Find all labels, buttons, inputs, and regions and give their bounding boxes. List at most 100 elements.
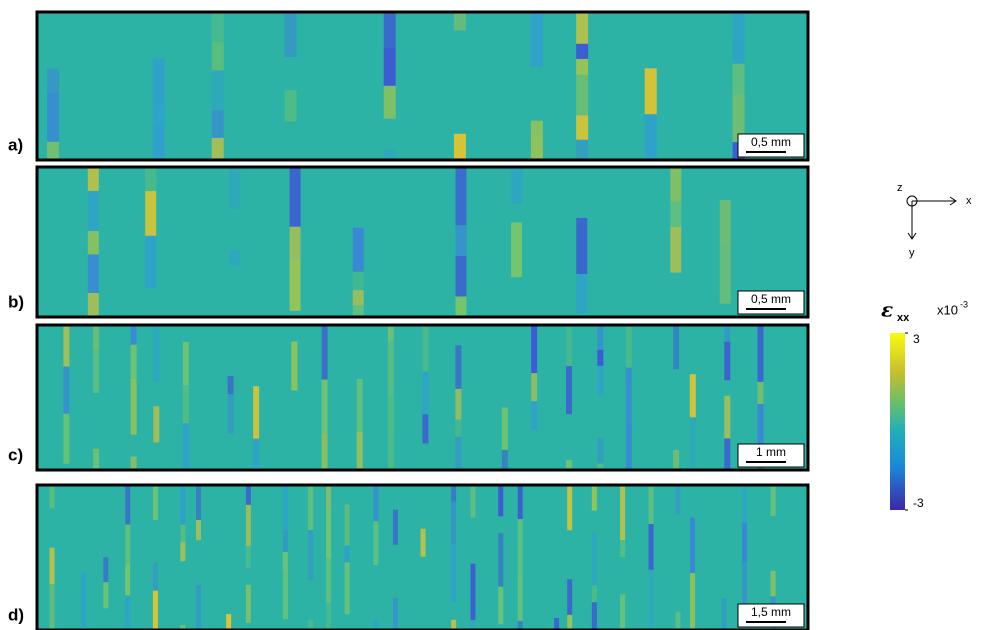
scale-bar-label: 0,5 mm (751, 135, 791, 149)
strain-band (152, 590, 158, 630)
strain-band (245, 545, 251, 569)
strain-band (742, 562, 748, 608)
strain-band (770, 485, 776, 516)
strain-band (689, 374, 696, 418)
strain-band (153, 325, 160, 383)
axes-icon (906, 195, 957, 240)
strain-band (182, 385, 189, 424)
strain-band (597, 437, 604, 464)
colorbar-tick-label: 3 (913, 332, 920, 346)
strain-band (211, 42, 224, 71)
strain-band (453, 12, 466, 31)
scale-bar-label: 0,5 mm (751, 292, 791, 306)
strain-band (152, 104, 165, 125)
strain-band (352, 290, 364, 306)
strain-band (757, 381, 764, 405)
strain-band (498, 586, 504, 625)
strain-band (125, 621, 131, 630)
strain-band (531, 373, 538, 402)
panel: 0,5 mm b) (8, 165, 810, 319)
strain-band (597, 365, 604, 395)
strain-band (554, 617, 560, 630)
strain-band (87, 231, 99, 255)
panels: 0,5 mm a) 0,5 mm b) 1 mm c) 1,5 mm d) (8, 10, 810, 630)
strain-band (383, 149, 396, 160)
colorbar-symbol: ε (881, 298, 893, 322)
strain-band (383, 85, 396, 119)
strain-band (356, 378, 363, 432)
strain-band (63, 325, 70, 367)
strain-band (125, 564, 131, 596)
strain-band (289, 259, 301, 311)
strain-band (326, 508, 332, 558)
strain-band (229, 250, 241, 266)
panel-label: a) (8, 135, 23, 154)
strain-band (344, 504, 350, 546)
strain-band (498, 485, 504, 517)
strain-band (195, 485, 201, 520)
strain-band (47, 92, 60, 142)
strain-band (648, 621, 654, 630)
panel-label: b) (8, 292, 24, 311)
strain-band (531, 401, 538, 431)
strain-band (591, 585, 597, 603)
strain-band (352, 271, 364, 291)
strain-band (125, 485, 131, 525)
strain-band (732, 38, 745, 64)
strain-band (383, 47, 396, 86)
strain-band (757, 404, 764, 451)
strain-band (719, 246, 731, 304)
strain-band (182, 341, 189, 386)
strain-band (352, 227, 364, 272)
strain-band (721, 598, 727, 630)
strain-band (625, 385, 632, 424)
strain-band (308, 485, 314, 530)
strain-band (724, 395, 731, 439)
strain-band (211, 12, 224, 43)
strain-band (567, 614, 573, 630)
strain-band (49, 485, 55, 509)
y-arrow-head (907, 232, 917, 240)
strain-band (501, 449, 508, 470)
strain-band (455, 436, 462, 470)
strain-band (724, 341, 731, 381)
strain-band (420, 528, 426, 557)
strain-band (455, 167, 467, 226)
strain-band (227, 394, 234, 434)
strain-band (49, 584, 55, 630)
colorbar-ticks: 3 -3 (905, 332, 924, 511)
strain-band (625, 367, 632, 386)
strain-band (93, 350, 100, 394)
strain-band (625, 325, 632, 368)
strain-band (326, 603, 332, 630)
strain-band (648, 485, 654, 525)
strain-band (732, 12, 745, 39)
strain-band (620, 594, 626, 630)
strain-band (93, 325, 100, 351)
strain-band (284, 90, 297, 122)
strain-band (566, 366, 573, 415)
x-label: x (966, 195, 972, 207)
strain-band (125, 595, 131, 622)
strain-band (451, 619, 457, 630)
strain-band (422, 371, 429, 415)
strain-band (732, 94, 745, 143)
strain-band (152, 485, 158, 520)
strain-band (451, 501, 457, 545)
strain-map (37, 485, 808, 630)
strain-band (724, 438, 731, 470)
strain-band (470, 563, 476, 620)
strain-band (180, 524, 186, 543)
strain-band (308, 619, 314, 630)
strain-band (182, 423, 189, 470)
strain-band (253, 438, 260, 469)
colorbar (890, 333, 905, 510)
strain-band (180, 485, 186, 525)
strain-band (670, 226, 682, 273)
strain-band (455, 345, 462, 389)
strain-band (567, 485, 573, 531)
strain-band (576, 12, 589, 44)
strain-band (576, 274, 588, 314)
strain-band (284, 12, 297, 57)
strain-band (576, 43, 589, 59)
